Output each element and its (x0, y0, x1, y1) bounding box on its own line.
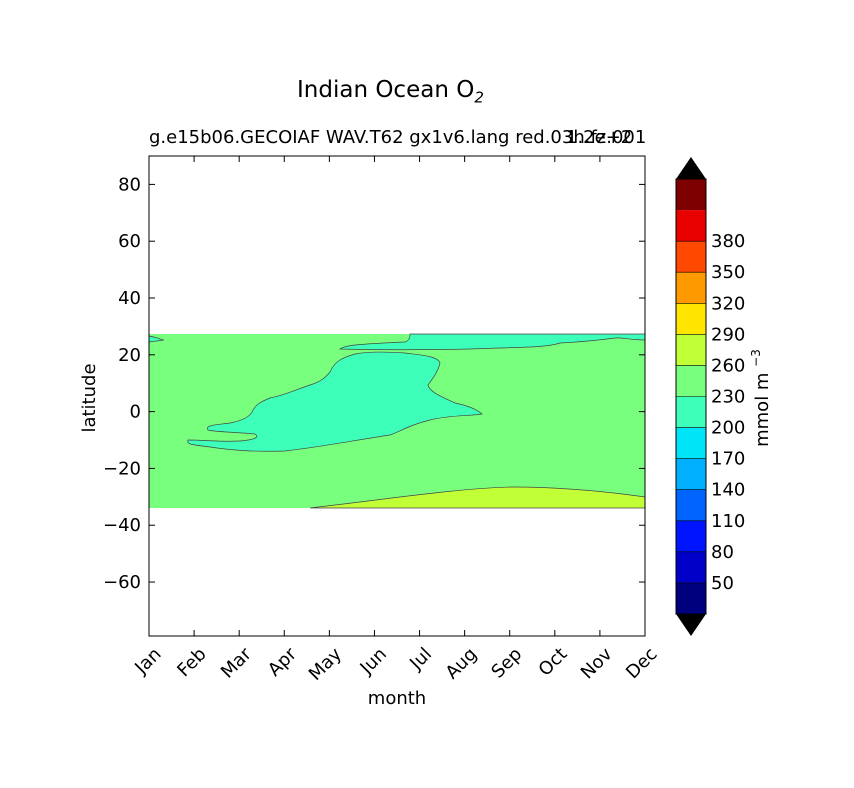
colorbar-tick-label: 170 (711, 449, 745, 470)
colorbar-label-superscript: −3 (749, 349, 763, 367)
colorbar-bin (676, 210, 706, 242)
colorbar-bin (676, 582, 706, 614)
colorbar-label: mmol m −3 (749, 349, 773, 447)
chart-title-text: Indian Ocean O (297, 77, 475, 103)
chart-subtitle-overlap: 1.2e+2 (566, 127, 633, 148)
region-170-200-north (148, 335, 165, 343)
x-tick-label: Apr (264, 643, 301, 680)
region-170-200-main (187, 351, 483, 452)
x-tick-label: Dec (622, 644, 661, 683)
y-tick-label: −60 (103, 572, 141, 593)
y-tick-label: 60 (118, 231, 141, 252)
colorbar-bin (676, 179, 706, 211)
x-tick-label: Sep (487, 644, 526, 683)
y-tick-label: −40 (103, 515, 141, 536)
colorbar-extend-max (676, 157, 706, 179)
colorbar-tick-label: 290 (711, 324, 745, 345)
colorbar-tick-label: 50 (711, 573, 734, 594)
plot-frame (148, 155, 646, 637)
x-axis-label: month (368, 688, 426, 709)
region-170-200-northeast (339, 333, 646, 351)
colorbar-bin (676, 303, 706, 335)
colorbar-tick-label: 110 (711, 511, 745, 532)
x-tick-label: Nov (577, 643, 617, 683)
y-axis-label: latitude (79, 363, 100, 432)
colorbar-tick-label: 80 (711, 542, 734, 563)
colorbar-tick-label: 140 (711, 480, 745, 501)
colorbar-bin (676, 427, 706, 459)
colorbar-bin (676, 520, 706, 552)
x-tick-label: Jul (405, 644, 436, 675)
colorbar-tick-label: 230 (711, 387, 745, 408)
y-tick-label: 40 (118, 288, 141, 309)
colorbar-tick-label: 260 (711, 355, 745, 376)
plot-area (148, 155, 646, 637)
colorbar-bin (676, 241, 706, 273)
colorbar-tick-label: 320 (711, 293, 745, 314)
colorbar-tick-label: 350 (711, 262, 745, 283)
chart-subtitle: g.e15b06.GECOIAF WAV.T62 gx1v6.lang red.… (149, 127, 647, 148)
chart-title-subscript: 2 (474, 88, 484, 107)
y-tick-label: −20 (103, 458, 141, 479)
colorbar-extend-min (676, 614, 706, 636)
colorbar-bin (676, 489, 706, 521)
colorbar: 50 80 110 140 170 200 230 260 290 320 350 380 (675, 157, 745, 636)
x-tick-label: May (305, 643, 346, 684)
y-tick-label: 20 (118, 345, 141, 366)
y-tick-label: 80 (118, 174, 141, 195)
colorbar-bin (676, 396, 706, 428)
colorbar-bin (676, 334, 706, 366)
colorbar-bin (676, 551, 706, 583)
x-tick-label: Aug (442, 644, 482, 684)
colorbar-tick-label: 380 (711, 231, 745, 252)
y-tick-label: 0 (130, 402, 141, 423)
x-tick-label: Jun (356, 644, 391, 679)
x-tick-label: Feb (173, 644, 210, 681)
region-230-260 (309, 486, 646, 509)
colorbar-tick-label: 200 (711, 418, 745, 439)
colorbar-bin (676, 365, 706, 397)
colorbar-bin (676, 272, 706, 304)
x-tick-label: Oct (535, 644, 572, 681)
chart-title: Indian Ocean O2 (297, 77, 484, 107)
x-tick-label: Mar (217, 643, 256, 682)
y-axis: 80 60 40 20 0 −20 −40 −60 (103, 174, 645, 593)
colorbar-bin (676, 458, 706, 490)
x-tick-label: Jan (130, 644, 165, 679)
